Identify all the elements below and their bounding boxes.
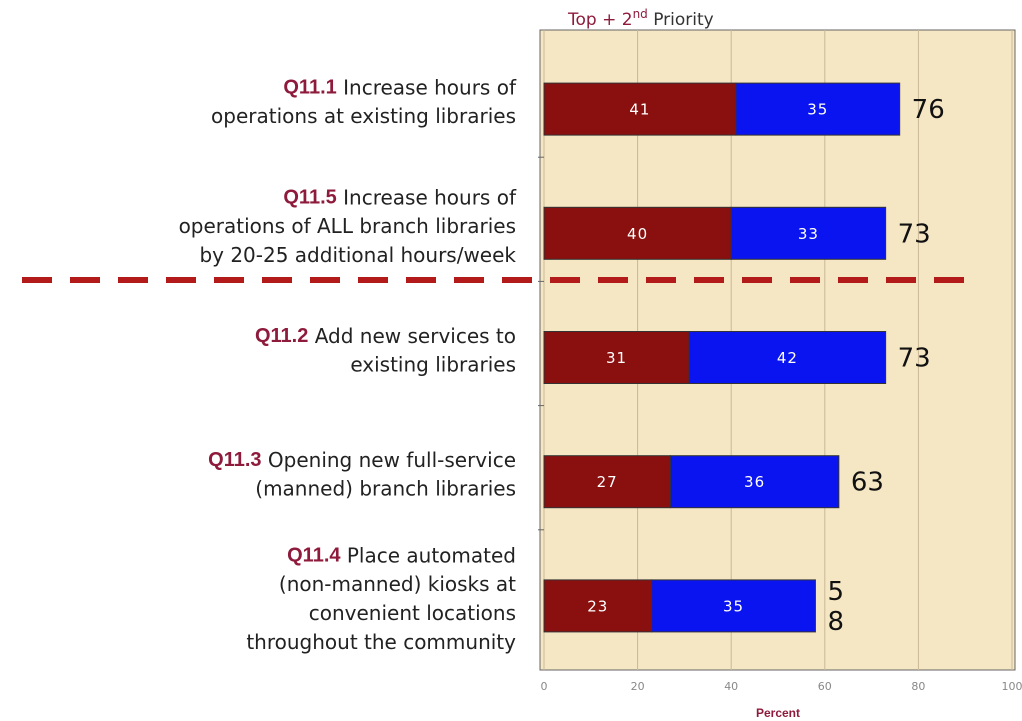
chart-title: Top + 2nd Priority	[567, 7, 714, 31]
bar-label: 33	[798, 225, 819, 243]
bar-label: 35	[807, 101, 828, 119]
bar-segment	[543, 579, 653, 633]
x-tick-label: 40	[724, 680, 738, 693]
total-label: 73	[898, 343, 931, 373]
category-code: Q11.5	[283, 187, 336, 209]
category-label: (manned) branch libraries	[255, 477, 516, 501]
category-code: Q11.3	[208, 449, 261, 471]
x-tick-label: 80	[911, 680, 925, 693]
bar-segment	[730, 206, 887, 260]
category-label: Q11.2 Add new services to	[255, 324, 516, 348]
category-code: Q11.1	[283, 77, 336, 99]
x-tick-label: 0	[541, 680, 548, 693]
category-code: Q11.4	[287, 545, 341, 567]
bar-label: 23	[587, 597, 608, 615]
category-label: Q11.1 Increase hours of	[283, 75, 517, 99]
total-label-line: 63	[851, 467, 884, 497]
bar-label: 27	[597, 473, 618, 491]
bar-label: 36	[744, 473, 765, 491]
bar-segment	[735, 82, 901, 136]
total-label: 73	[898, 219, 931, 249]
bar-segment	[543, 455, 671, 509]
category-label: operations of ALL branch libraries	[179, 214, 516, 238]
bar-label: 40	[627, 225, 648, 243]
category-label: (non-manned) kiosks at	[279, 572, 516, 596]
bar-label: 41	[629, 101, 650, 119]
bar-label: 42	[777, 349, 798, 367]
total-label-line: 76	[912, 95, 945, 125]
total-label-line: 5	[827, 576, 844, 606]
category-label: convenient locations	[309, 601, 516, 625]
bar-segment	[543, 331, 690, 384]
bar-segment	[651, 579, 816, 633]
total-label: 76	[912, 95, 945, 125]
bar-segment	[688, 331, 887, 384]
total-label-line: 73	[898, 343, 931, 373]
category-label: Q11.4 Place automated	[287, 543, 516, 567]
total-label-line: 73	[898, 219, 931, 249]
x-tick-label: 20	[631, 680, 645, 693]
category-line: Add new services to	[315, 324, 516, 348]
x-tick-label: 60	[818, 680, 832, 693]
category-line: Increase hours of	[343, 185, 517, 209]
total-label-line: 8	[827, 606, 844, 636]
bar-segment	[543, 206, 732, 260]
category-line: Opening new full-service	[268, 448, 516, 472]
bar-label: 35	[723, 597, 744, 615]
x-axis-label: Percent	[756, 706, 800, 720]
category-line: Place automated	[347, 543, 516, 567]
bar-label: 31	[606, 349, 627, 367]
category-label: throughout the community	[246, 630, 516, 654]
bar-segment	[669, 455, 840, 509]
category-label: Q11.5 Increase hours of	[283, 185, 517, 209]
category-label: by 20-25 additional hours/week	[199, 243, 516, 267]
category-label: existing libraries	[350, 353, 516, 377]
category-code: Q11.2	[255, 325, 308, 347]
category-label: Q11.3 Opening new full-service	[208, 448, 516, 472]
x-tick-label: 100	[1002, 680, 1022, 693]
category-label: operations at existing libraries	[211, 104, 516, 128]
category-line: Increase hours of	[343, 75, 517, 99]
bar-segment	[543, 82, 737, 136]
total-label: 63	[851, 467, 884, 497]
